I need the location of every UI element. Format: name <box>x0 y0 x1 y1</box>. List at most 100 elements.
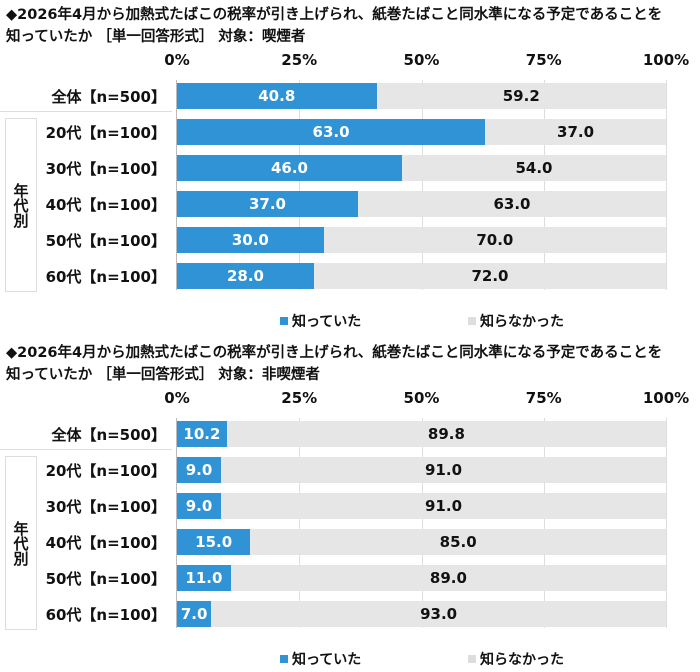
x-tick-label: 50% <box>403 389 440 407</box>
data-label: 70.0 <box>476 231 514 249</box>
bar-unknown <box>323 227 666 253</box>
legend-label: 知らなかった <box>480 652 564 668</box>
bar-unknown <box>376 83 666 109</box>
bar-unknown <box>211 601 666 627</box>
category-label: 60代【n=100】 <box>45 606 166 624</box>
bar-known <box>177 493 221 519</box>
data-label: 72.0 <box>471 267 509 285</box>
x-tick-label: 0% <box>164 51 190 69</box>
data-label: 9.0 <box>185 497 213 515</box>
category-label: 20代【n=100】 <box>45 124 166 142</box>
data-label: 59.2 <box>502 87 540 105</box>
legend-swatch <box>468 317 476 325</box>
group-label: 年代別 <box>5 456 37 630</box>
chart-title: ◆2026年4月から加熱式たばこの税率が引き上げられ、紙巻たばこと同水準になる予… <box>6 7 663 23</box>
row-separator <box>0 449 172 450</box>
bar-unknown <box>357 191 666 217</box>
legend-item: 知っていた <box>280 649 361 669</box>
axis-line <box>176 418 177 628</box>
gridline <box>543 418 545 628</box>
data-label: 89.8 <box>427 425 465 443</box>
x-tick-label: 100% <box>642 51 690 69</box>
bar-unknown <box>313 263 666 289</box>
category-label: 全体【n=500】 <box>51 88 166 106</box>
gridline <box>543 80 545 290</box>
x-tick-label: 25% <box>281 51 318 69</box>
chart-title: 知っていたか ［単一回答形式］ 対象：非喫煙者 <box>6 367 320 383</box>
category-label: 30代【n=100】 <box>45 160 166 178</box>
data-label: 37.0 <box>248 195 286 213</box>
gridline <box>299 80 301 290</box>
bar-known <box>177 601 212 627</box>
bar-unknown <box>250 529 666 555</box>
data-label: 63.0 <box>312 123 350 141</box>
legend-label: 知らなかった <box>480 314 564 330</box>
bar-known <box>177 119 486 145</box>
data-label: 37.0 <box>557 123 595 141</box>
legend-label: 知っていた <box>292 652 362 668</box>
legend-swatch <box>468 655 476 663</box>
data-label: 28.0 <box>226 267 264 285</box>
bar-known <box>177 421 227 447</box>
data-label: 54.0 <box>515 159 553 177</box>
bar-unknown <box>230 565 666 591</box>
category-label: 60代【n=100】 <box>45 268 166 286</box>
bar-known <box>177 83 377 109</box>
bar-unknown <box>401 155 666 181</box>
bar-known <box>177 565 231 591</box>
gridline <box>299 418 301 628</box>
data-label: 40.8 <box>258 87 296 105</box>
gridline <box>421 80 423 290</box>
category-label: 40代【n=100】 <box>45 196 166 214</box>
bar-unknown <box>485 119 666 145</box>
bar-unknown <box>221 457 666 483</box>
x-tick-label: 75% <box>525 51 562 69</box>
legend-item: 知らなかった <box>468 311 564 331</box>
data-label: 9.0 <box>185 461 213 479</box>
data-label: 85.0 <box>439 533 477 551</box>
x-tick-label: 100% <box>642 389 690 407</box>
gridline <box>666 418 667 628</box>
legend-swatch <box>280 655 288 663</box>
bar-known <box>177 227 324 253</box>
x-tick-label: 50% <box>403 51 440 69</box>
data-label: 7.0 <box>180 605 208 623</box>
chart-title: 知っていたか ［単一回答形式］ 対象：喫煙者 <box>6 29 306 45</box>
legend-item: 知らなかった <box>468 649 564 669</box>
legend-swatch <box>280 317 288 325</box>
category-label: 50代【n=100】 <box>45 570 166 588</box>
data-label: 10.2 <box>183 425 221 443</box>
bar-known <box>177 155 402 181</box>
x-tick-label: 0% <box>164 389 190 407</box>
bar-known <box>177 263 314 289</box>
data-label: 91.0 <box>424 461 463 479</box>
bar-known <box>177 191 358 217</box>
chart-title: ◆2026年4月から加熱式たばこの税率が引き上げられ、紙巻たばこと同水準になる予… <box>6 345 663 361</box>
gridline <box>421 418 423 628</box>
category-label: 40代【n=100】 <box>45 534 166 552</box>
legend-item: 知っていた <box>280 311 361 331</box>
bar-known <box>177 529 251 555</box>
category-label: 全体【n=500】 <box>51 426 166 444</box>
data-label: 30.0 <box>231 231 269 249</box>
data-label: 91.0 <box>424 497 463 515</box>
row-separator <box>0 111 172 112</box>
data-label: 11.0 <box>185 569 223 587</box>
x-tick-label: 75% <box>525 389 562 407</box>
group-label: 年代別 <box>5 118 37 292</box>
bar-unknown <box>226 421 666 447</box>
gridline <box>666 80 667 290</box>
data-label: 46.0 <box>270 159 308 177</box>
data-label: 89.0 <box>429 569 467 587</box>
data-label: 63.0 <box>493 195 531 213</box>
data-label: 15.0 <box>195 533 233 551</box>
data-label: 93.0 <box>420 605 458 623</box>
category-label: 20代【n=100】 <box>45 462 166 480</box>
category-label: 50代【n=100】 <box>45 232 166 250</box>
legend-label: 知っていた <box>292 314 362 330</box>
category-label: 30代【n=100】 <box>45 498 166 516</box>
bar-unknown <box>221 493 666 519</box>
axis-line <box>176 80 177 290</box>
x-tick-label: 25% <box>281 389 318 407</box>
